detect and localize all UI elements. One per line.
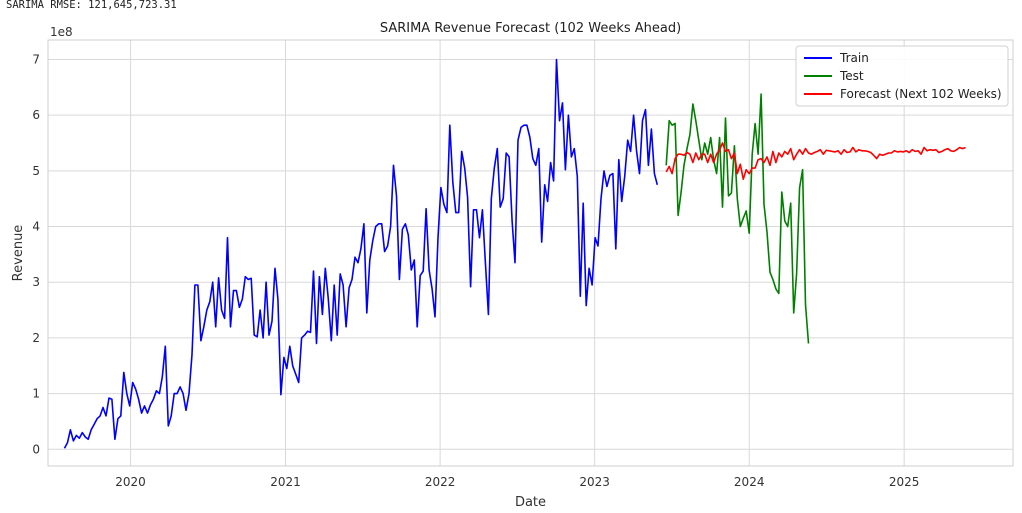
x-tick-label: 2021 [270, 475, 301, 489]
legend-box [795, 45, 1009, 107]
y-tick-label: 0 [32, 442, 40, 456]
y-tick-label: 3 [32, 275, 40, 289]
series-lines [63, 58, 966, 449]
plot-frame [47, 39, 1014, 467]
x-tick-label: 2024 [734, 475, 765, 489]
y-axis-label: Revenue [11, 225, 26, 282]
y-tick-label: 6 [32, 108, 40, 122]
series-line-forecast [665, 142, 966, 180]
chart-title: SARIMA Revenue Forecast (102 Weeks Ahead… [380, 21, 681, 36]
y-tick-label: 1 [32, 387, 40, 401]
legend-label: Train [839, 51, 869, 65]
x-axis-label: Date [515, 495, 546, 510]
y-tick-label: 7 [32, 52, 40, 66]
legend-label: Test [839, 69, 864, 83]
y-tick-label: 4 [32, 220, 40, 234]
y-axis-offset-label: 1e8 [50, 25, 73, 39]
x-tick-label: 2020 [115, 475, 146, 489]
rmse-readout: SARIMA RMSE: 121,645,723.31 [6, 0, 177, 11]
x-tick-label: 2023 [579, 475, 610, 489]
y-tick-label: 2 [32, 331, 40, 345]
legend-label: Forecast (Next 102 Weeks) [840, 87, 1002, 101]
y-tick-label: 5 [32, 164, 40, 178]
series-line-train [63, 58, 659, 449]
x-tick-label: 2025 [889, 475, 920, 489]
axis-ticks: 0 1 2 3 4 5 6 7 2020 2021 2022 2023 2024 2025 [32, 52, 919, 489]
legend: Train Test Forecast (Next 102 Weeks) [795, 45, 1009, 107]
series-line-test [665, 93, 810, 344]
x-tick-label: 2022 [425, 475, 456, 489]
